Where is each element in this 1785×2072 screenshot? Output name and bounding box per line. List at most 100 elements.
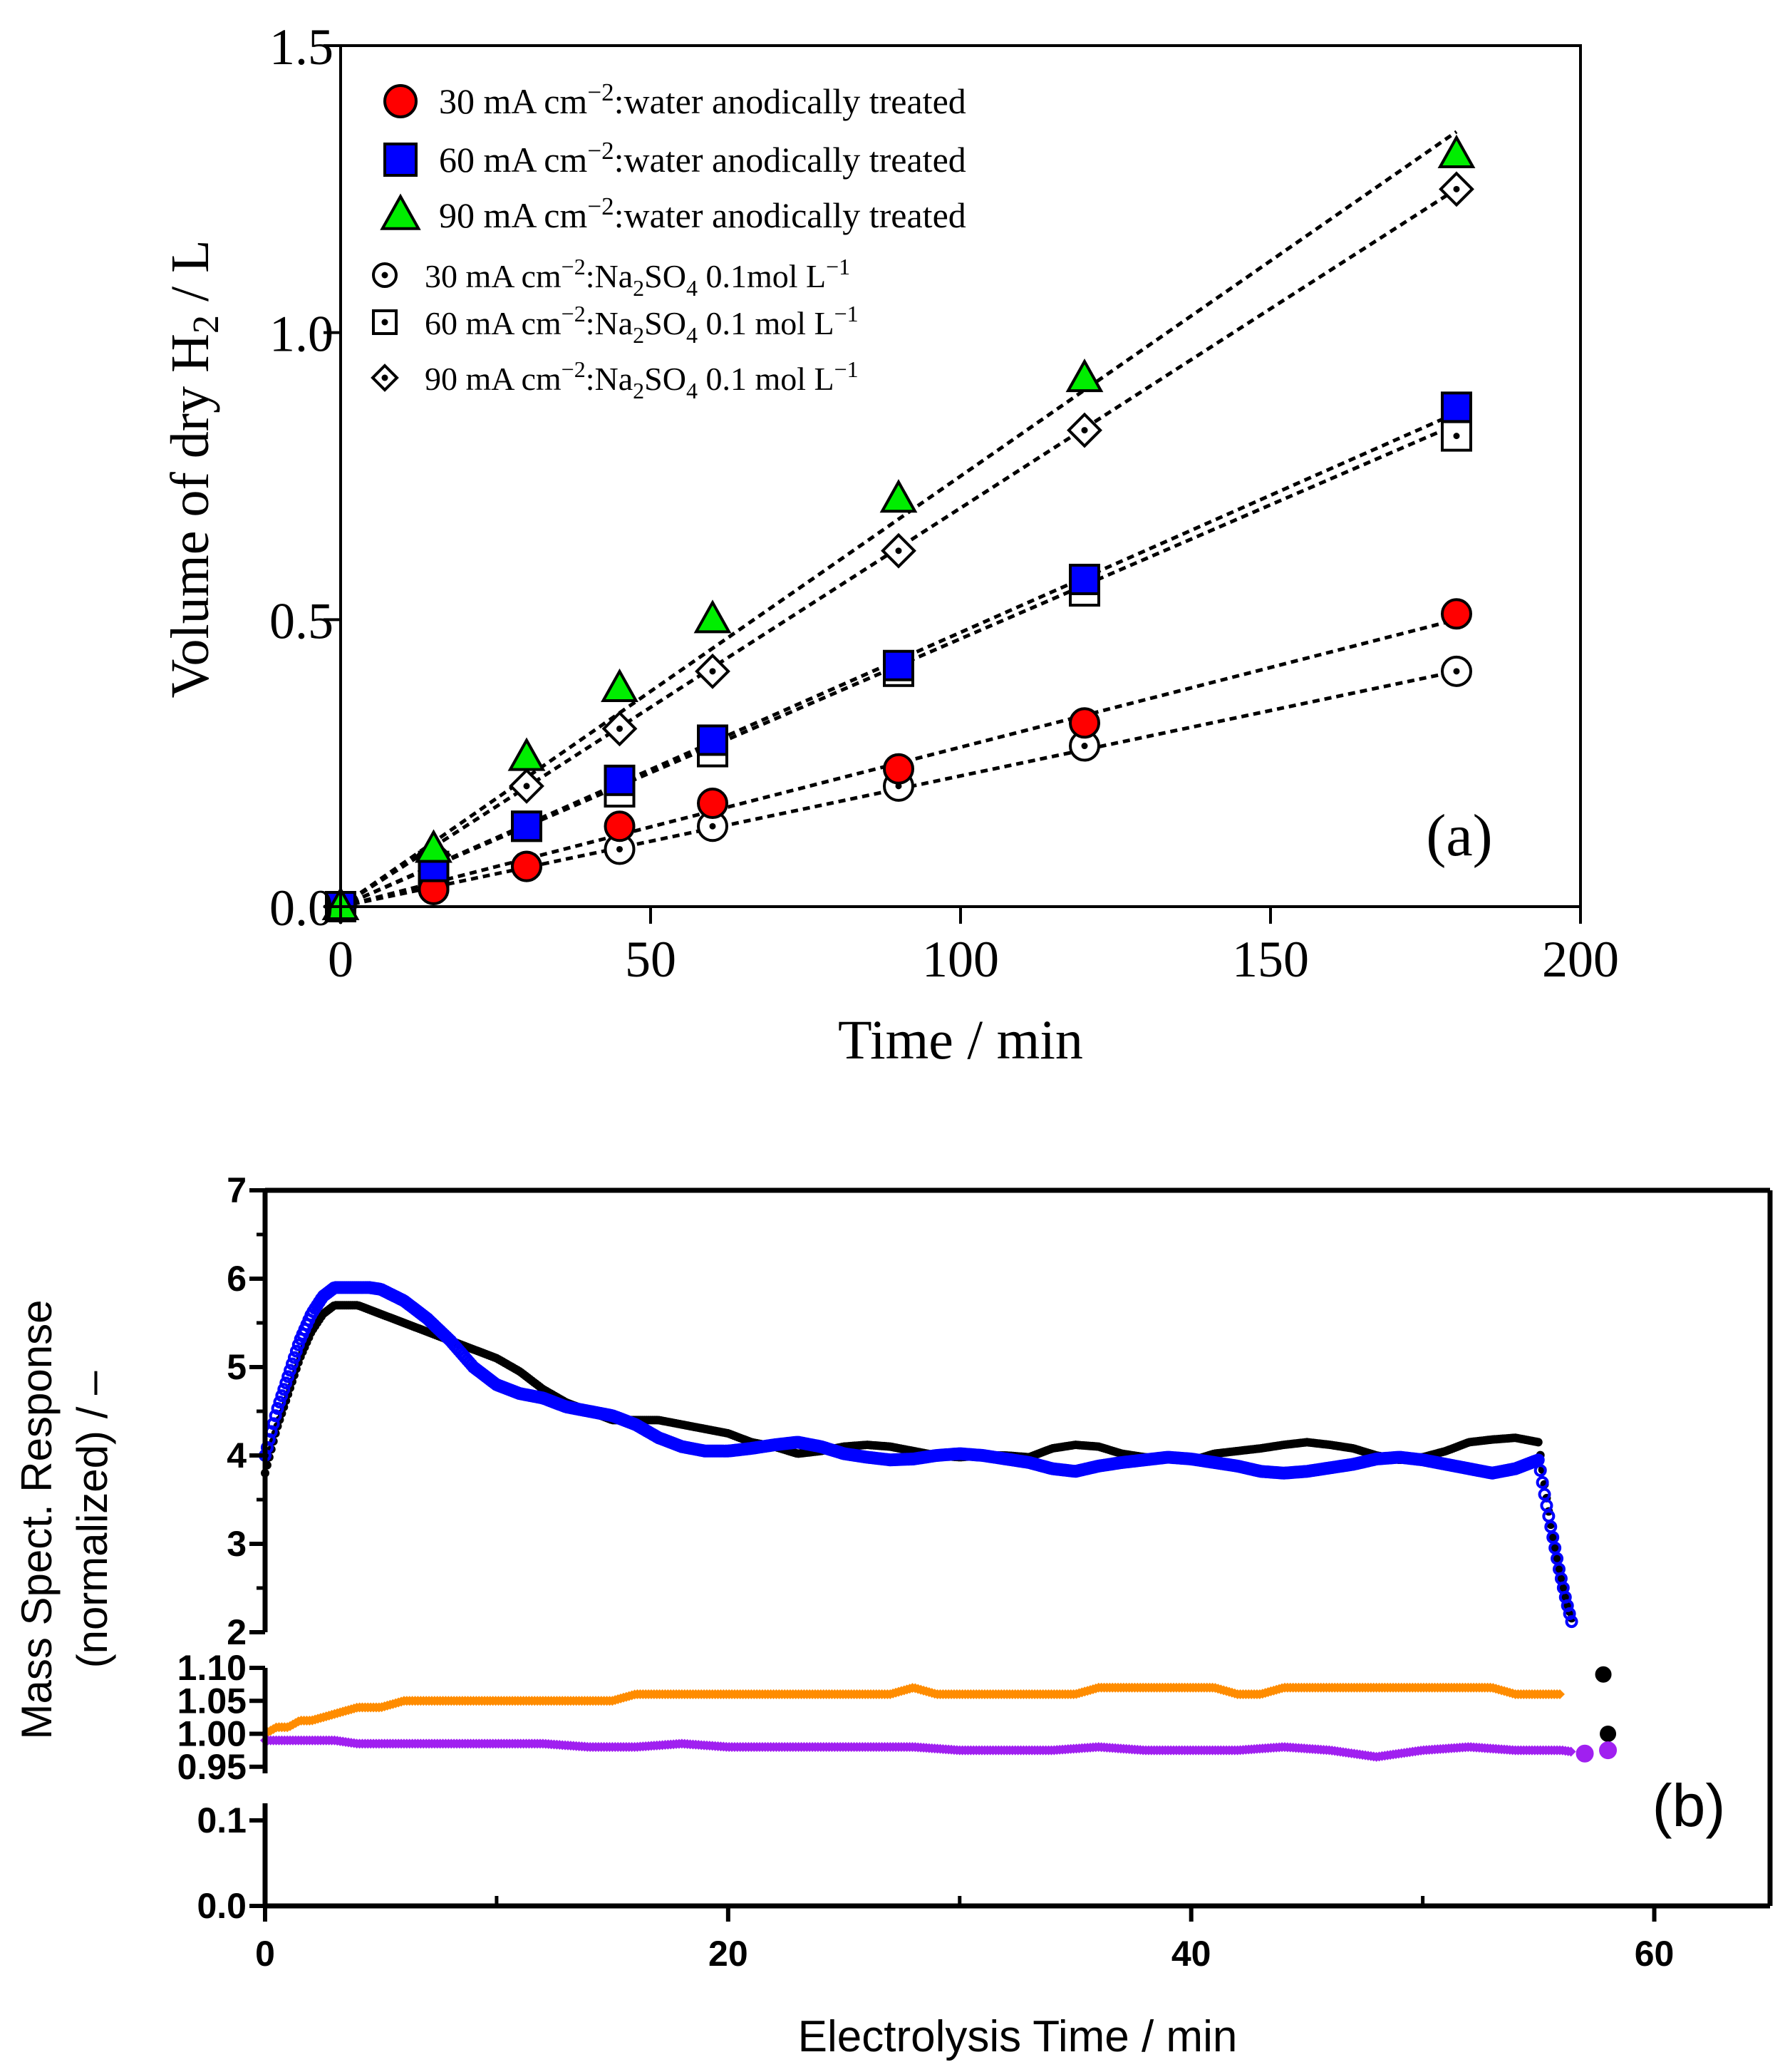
marker-s1-p6 [1069, 563, 1100, 595]
trace-0-pt-611 [1533, 1438, 1543, 1447]
legend-marker-3-dot [381, 272, 388, 279]
trace-2-pt-466 [1554, 1689, 1565, 1699]
marker-s5-p2 [509, 768, 544, 804]
marker-s2-p4-shape [693, 599, 732, 634]
legend-label-4-part-1: −2 [562, 301, 586, 326]
legend-label-5-part-3: 2 [633, 378, 644, 403]
marker-s1-p6-shape [1069, 563, 1100, 595]
legend-label-3-part-6: 0.1mol L [698, 258, 826, 294]
legend-label-5-part-0: 90 mA cm [425, 361, 562, 397]
trace-1-pt-15 [289, 1344, 303, 1358]
marker-s0-p6-shape [1069, 707, 1100, 739]
marker-s3-p4-dot [709, 823, 716, 830]
legend-label-3-part-5: 4 [686, 275, 698, 301]
marker-s5-p6 [1067, 412, 1102, 448]
marker-s0-p4 [697, 788, 728, 820]
trace-1-pt-6 [271, 1402, 284, 1416]
legend-label-0-part-2: :water anodically treated [614, 81, 966, 121]
trace-0-pt-619 [1551, 1543, 1560, 1552]
marker-s5-p5-dot [895, 547, 902, 555]
y-tick-label-s2-0: 0.0 [197, 1886, 247, 1926]
trace-1-pt-8 [275, 1389, 289, 1403]
y-axis-label-line2: (normalized) / – [68, 1371, 116, 1668]
y-tick-label-s1-3: 1.10 [177, 1648, 247, 1688]
trace-0-pt-621 [1554, 1565, 1563, 1574]
legend-marker-1 [383, 143, 418, 177]
trace-1-pt-613 [1536, 1475, 1549, 1489]
marker-s0-p7-shape [1441, 598, 1472, 630]
trace-0 [261, 1301, 1617, 1742]
trace-3-extra-35 [1599, 1741, 1618, 1760]
marker-s1-p4-shape [697, 724, 728, 756]
legend-marker-5 [371, 364, 399, 392]
legend-label-1-part-0: 60 mA cm [439, 140, 587, 180]
marker-s3-p6-dot [1081, 743, 1088, 750]
marker-s4-p7 [1441, 420, 1472, 452]
legend-label-4-part-6: 0.1 mol L [698, 305, 834, 341]
marker-s2-p1-shape [415, 829, 452, 863]
legend-label-0-part-1: −2 [587, 78, 614, 106]
marker-s5-p6-dot [1081, 427, 1088, 434]
marker-s2-p2 [507, 737, 546, 771]
legend-label-4-part-5: 4 [686, 322, 698, 348]
y-tick-label-2: 1.0 [269, 306, 333, 363]
x-tick-label-0: 0 [328, 931, 353, 988]
marker-s0-p6 [1069, 707, 1100, 739]
legend-marker-2 [380, 193, 421, 230]
x-axis-ticks: 0 50 100 150 200 [328, 907, 1619, 988]
marker-s5-p2-dot [523, 783, 530, 790]
marker-s0-p4-shape [697, 788, 728, 820]
panel-a: 0 50 100 150 200 0.00.51.01.5 30 mA cm−2:wat… [160, 19, 1619, 1071]
x-tick-label-2: 40 [1171, 1934, 1211, 1974]
legend-label-2-part-2: :water anodically treated [614, 195, 966, 235]
trace-1-pt-627 [1565, 1615, 1578, 1629]
marker-s2-p7-shape [1437, 134, 1476, 169]
x-tick-label-1: 50 [625, 931, 676, 988]
trace-1-pt-13 [286, 1357, 299, 1371]
y-tick-label-1: 0.5 [269, 592, 333, 649]
y-tick-label-s0-3: 5 [227, 1347, 247, 1387]
legend-label-3-part-3: 2 [633, 275, 644, 301]
legend-label-3-part-1: −2 [562, 254, 586, 279]
marker-s1-p5 [883, 649, 914, 681]
legend-label-3-part-2: :Na [586, 258, 633, 294]
trace-1-pt-10 [279, 1376, 293, 1390]
y-tick-label-0: 0.0 [269, 880, 333, 937]
marker-s5-p7-dot [1453, 185, 1460, 192]
legend-label-5-part-4: SO [644, 361, 686, 397]
marker-s2-p3 [601, 668, 638, 702]
x-tick-label-3: 60 [1635, 1934, 1675, 1974]
legend-marker-0-shape [383, 84, 418, 118]
marker-s5-p3-dot [616, 725, 623, 732]
marker-s5-p5 [881, 532, 916, 569]
marker-s5-p4 [695, 653, 730, 689]
legend-label-4-part-3: 2 [633, 322, 644, 348]
x-axis-label: Electrolysis Time / min [798, 2012, 1238, 2061]
marker-s1-p5-shape [883, 649, 914, 681]
y-tick-label-3: 1.5 [269, 19, 333, 76]
y-axis-ticks: 2 3 4 5 6 7 0.951.001.051.10 0.0 0.1 [177, 1170, 265, 1926]
marker-s5-p3 [601, 711, 638, 747]
legend-label-3-part-4: SO [644, 258, 686, 294]
x-axis-label: Time / min [838, 1009, 1083, 1071]
y-tick-label-s0-1: 3 [227, 1524, 247, 1564]
legend-label-2: 90 mA cm−2:water anodically treated [439, 192, 966, 235]
legend-marker-3 [372, 262, 398, 288]
marker-s0-p3 [604, 810, 636, 842]
trace-1-pt-612 [1533, 1464, 1547, 1478]
legend-label-1-part-1: −2 [587, 137, 614, 165]
y-tick-label-s2-1: 0.1 [197, 1800, 247, 1840]
trace-1-pt-7 [273, 1396, 286, 1409]
panel-b: 0 20 40 60 2 3 4 5 6 7 0.951.001.051.10 0.0 0.1 (b)… [13, 1170, 1773, 2061]
marker-s4-p7-dot [1453, 433, 1460, 440]
trace-1-pt-5 [269, 1409, 282, 1423]
marker-s2-p6-shape [1065, 359, 1104, 393]
marker-s3-p5-dot [895, 783, 902, 790]
y-axis-label-main: Volume of dry H [160, 334, 220, 699]
legend-label-4-part-7: −1 [834, 301, 859, 326]
trace-3-pt-470 [1566, 1746, 1576, 1757]
trace-1 [259, 1281, 1578, 1629]
marker-s0-p5 [883, 753, 914, 785]
legend-marker-4-dot [381, 319, 388, 326]
